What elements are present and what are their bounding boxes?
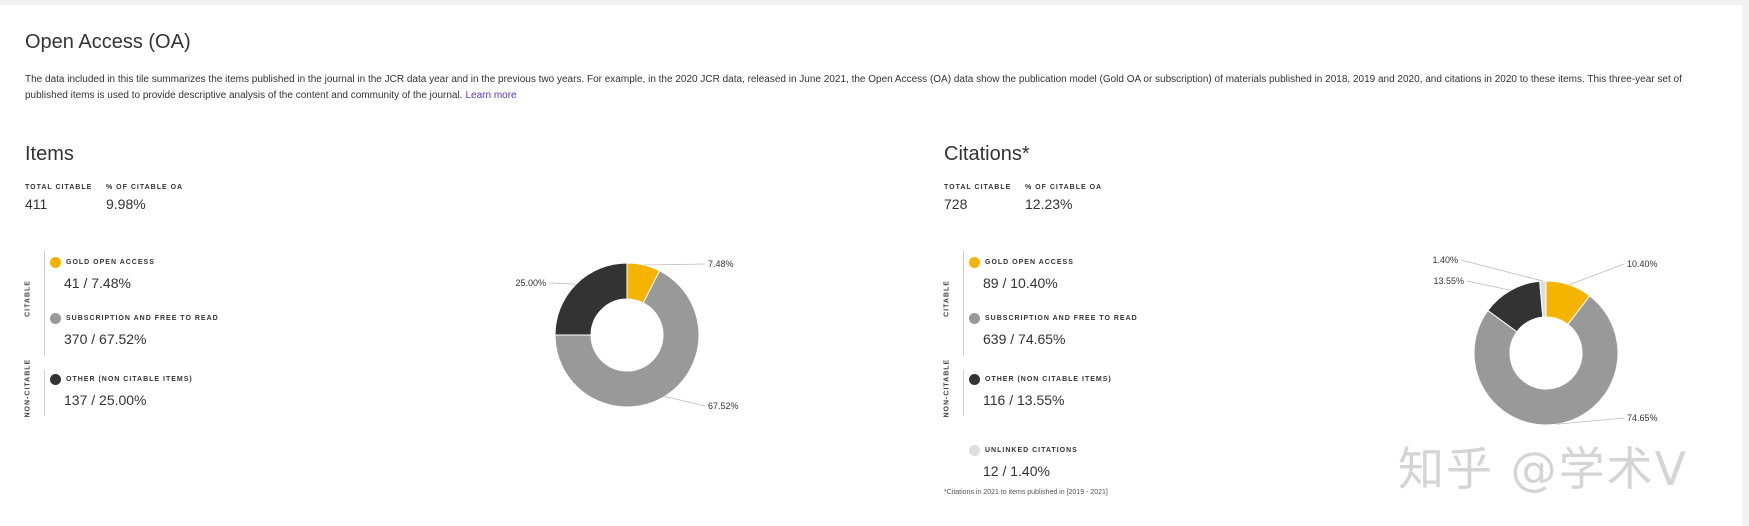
donut-data-label: 67.52% — [708, 401, 739, 411]
donut-leader-line — [1556, 417, 1625, 425]
legend-gold-label: GOLD OPEN ACCESS — [985, 259, 1074, 266]
subscription-dot — [969, 313, 980, 324]
legend-subscription-value: 370 / 67.52% — [64, 331, 147, 347]
legend-unlinked-value: 12 / 1.40% — [983, 463, 1050, 479]
unlinked-dot — [969, 445, 980, 456]
donut-data-label: 13.55% — [1433, 276, 1464, 286]
legend-other-label: OTHER (NON CITABLE ITEMS) — [66, 376, 193, 383]
donut-slice[interactable] — [554, 270, 700, 408]
items-donut-chart: 7.48% 67.52% 25.00% — [515, 259, 739, 411]
other-dot — [969, 374, 980, 385]
donut-data-label: 25.00% — [515, 278, 546, 288]
donut-leader-line — [1568, 263, 1625, 286]
learn-more-link[interactable]: Learn more — [465, 90, 517, 101]
citations-footnote: *Citations in 2021 to items published in… — [944, 489, 1108, 496]
description-text: The data included in this tile summarize… — [25, 74, 1682, 101]
items-pct-label: % OF CITABLE OA — [106, 184, 184, 191]
noncitable-divider — [44, 370, 45, 416]
donut-data-label: 7.48% — [708, 259, 734, 269]
citations-total-value: 728 — [944, 196, 968, 212]
legend-other-value: 116 / 13.55% — [983, 392, 1065, 408]
donut-leader-line — [548, 282, 577, 285]
subscription-dot — [50, 313, 61, 324]
description: The data included in this tile summarize… — [25, 72, 1725, 104]
legend-subscription-value: 639 / 74.65% — [983, 331, 1066, 347]
legend-subscription-label: SUBSCRIPTION AND FREE TO READ — [66, 315, 219, 322]
citations-pct-label: % OF CITABLE OA — [1025, 184, 1103, 191]
donut-leader-line — [643, 263, 706, 266]
legend-gold-value: 89 / 10.40% — [983, 275, 1058, 291]
citable-divider — [44, 251, 45, 356]
legend-other-value: 137 / 25.00% — [64, 392, 147, 408]
page-title: Open Access (OA) — [25, 31, 191, 53]
items-total-value: 411 — [25, 196, 48, 212]
citations-total-label: TOTAL CITABLE — [944, 184, 1012, 191]
legend-other-label: OTHER (NON CITABLE ITEMS) — [985, 376, 1112, 383]
items-total-label: TOTAL CITABLE — [25, 184, 93, 191]
items-pct-value: 9.98% — [106, 196, 146, 212]
gold-oa-dot — [50, 257, 61, 268]
citations-donut-chart: 10.40% 74.65% 13.55% 1.40% — [1432, 255, 1658, 426]
legend-gold-value: 41 / 7.48% — [64, 275, 131, 291]
legend-gold-label: GOLD OPEN ACCESS — [66, 259, 155, 266]
items-title: Items — [25, 143, 74, 165]
legend-unlinked-label: UNLINKED CITATIONS — [985, 447, 1078, 454]
other-dot — [50, 374, 61, 385]
citations-pct-value: 12.23% — [1025, 196, 1073, 212]
donut-leader-line — [1466, 280, 1511, 291]
donut-leader-line — [664, 395, 706, 407]
citations-noncitable-divider — [963, 370, 964, 416]
open-access-card: Open Access (OA) The data included in th… — [0, 5, 1742, 526]
legend-subscription-label: SUBSCRIPTION AND FREE TO READ — [985, 315, 1138, 322]
donut-data-label: 1.40% — [1432, 255, 1458, 265]
donut-data-label: 10.40% — [1627, 259, 1658, 269]
donut-slice[interactable] — [554, 262, 628, 336]
citations-citable-divider — [963, 251, 964, 356]
donut-leader-line — [1460, 259, 1543, 282]
gold-oa-dot — [969, 257, 980, 268]
watermark: 知乎 @学术V — [1398, 442, 1689, 496]
donut-data-label: 74.65% — [1627, 413, 1658, 423]
donut-slice[interactable] — [1473, 295, 1619, 426]
citations-title: Citations* — [944, 143, 1030, 165]
